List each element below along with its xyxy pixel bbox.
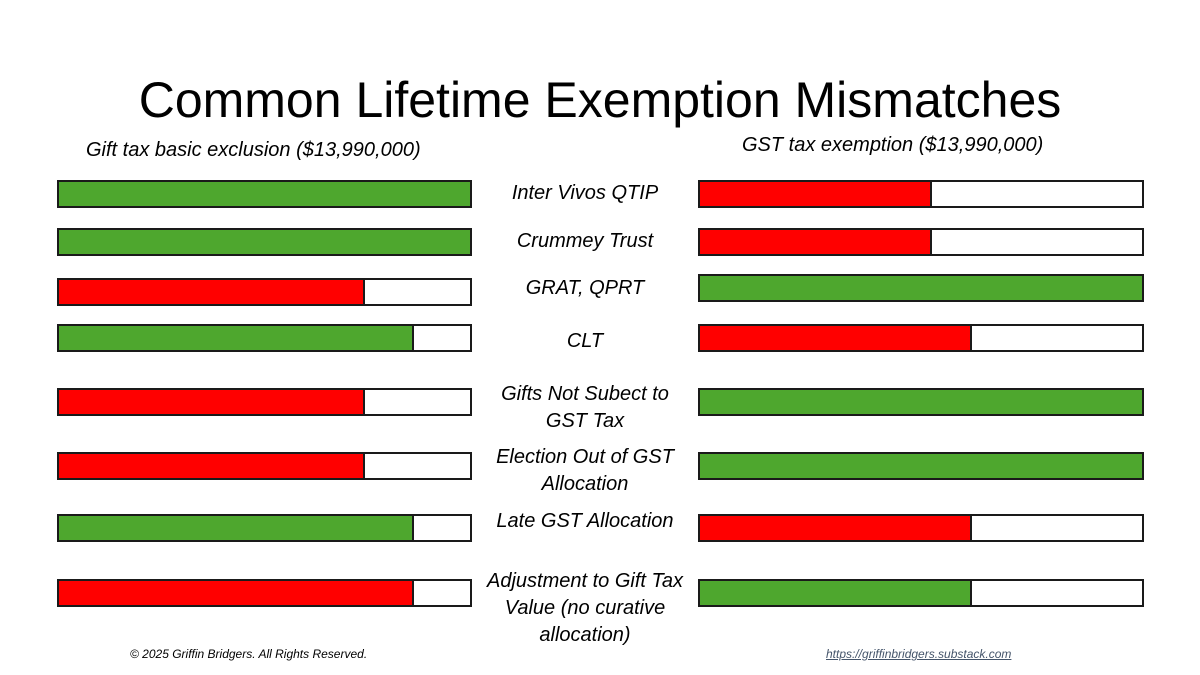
gift-tax-bar-fill xyxy=(59,230,470,254)
gst-tax-bar xyxy=(698,324,1144,352)
gst-tax-bar-fill xyxy=(700,581,972,605)
gift-tax-bar xyxy=(57,579,472,607)
row-label: Crummey Trust xyxy=(516,230,654,252)
gst-tax-bar xyxy=(698,274,1144,302)
row-label: Late GST Allocation xyxy=(496,510,674,532)
gst-tax-bar-fill xyxy=(700,516,972,540)
gift-tax-bar-fill xyxy=(59,390,366,414)
gst-tax-column-header: GST tax exemption ($13,990,000) xyxy=(742,134,1044,156)
row-label: Inter Vivos QTIP xyxy=(511,182,659,204)
gst-tax-bar-fill xyxy=(700,390,1142,414)
gst-tax-bar-fill xyxy=(700,454,1142,478)
gst-tax-bar xyxy=(698,180,1144,208)
row-label: CLT xyxy=(566,330,604,352)
gift-tax-bar xyxy=(57,180,472,208)
gift-tax-bar xyxy=(57,228,472,256)
gift-tax-bar xyxy=(57,278,472,306)
gst-tax-bar xyxy=(698,579,1144,607)
gift-tax-bar-fill xyxy=(59,516,415,540)
gst-tax-bar xyxy=(698,228,1144,256)
gift-tax-bar xyxy=(57,324,472,352)
gift-tax-bar-fill xyxy=(59,454,366,478)
gift-tax-bar-fill xyxy=(59,581,415,605)
gift-tax-bar-fill xyxy=(59,280,366,304)
gst-tax-bar-fill xyxy=(700,276,1142,300)
gst-tax-bar-fill xyxy=(700,182,932,206)
gift-tax-bar xyxy=(57,388,472,416)
row-label: GRAT, QPRT xyxy=(525,277,645,299)
gst-tax-bar xyxy=(698,452,1144,480)
gst-tax-bar xyxy=(698,388,1144,416)
gift-tax-bar-fill xyxy=(59,326,415,350)
substack-link[interactable]: https://griffinbridgers.substack.com xyxy=(826,647,1012,661)
gift-tax-bar xyxy=(57,452,472,480)
row-label: Adjustment to Gift Tax Value (no curativ… xyxy=(486,570,683,646)
gift-tax-bar-fill xyxy=(59,182,470,206)
copyright-notice: © 2025 Griffin Bridgers. All Rights Rese… xyxy=(130,647,368,661)
gift-tax-bar xyxy=(57,514,472,542)
gst-tax-bar-fill xyxy=(700,326,972,350)
gst-tax-bar xyxy=(698,514,1144,542)
slide-title: Common Lifetime Exemption Mismatches xyxy=(138,72,1062,128)
gst-tax-bar-fill xyxy=(700,230,932,254)
row-label: Gifts Not Subect to GST Tax xyxy=(501,383,669,432)
gift-tax-column-header: Gift tax basic exclusion ($13,990,000) xyxy=(86,139,421,161)
row-label: Election Out of GST Allocation xyxy=(496,446,674,495)
